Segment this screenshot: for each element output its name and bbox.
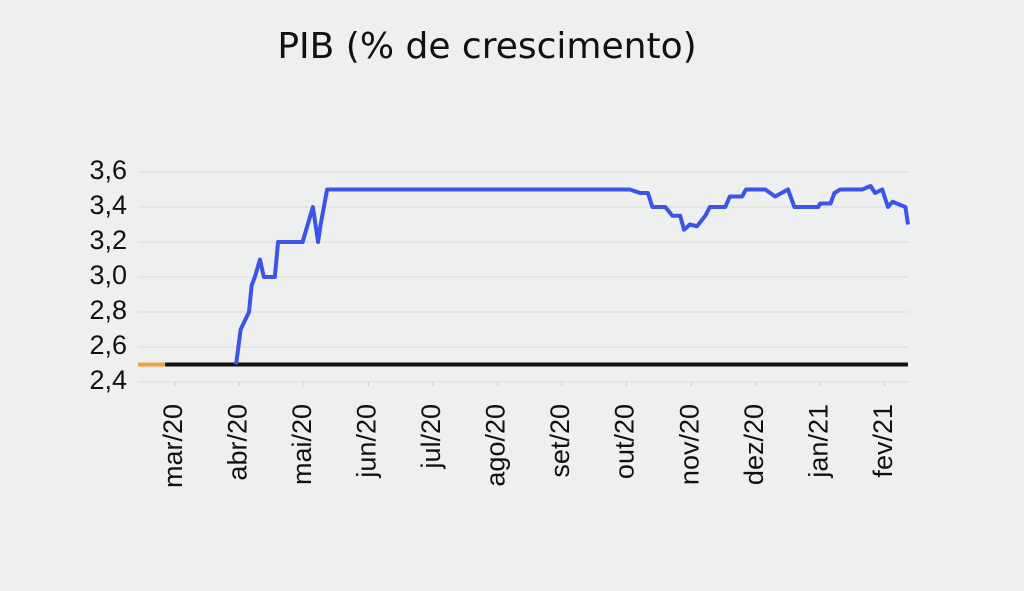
x-tick-label: jul/20: [416, 404, 446, 470]
x-tick-label: set/20: [545, 404, 575, 478]
y-tick-label: 2,6: [89, 330, 127, 360]
y-tick-label: 3,6: [89, 155, 127, 185]
x-tick-label: out/20: [610, 404, 640, 479]
x-tick-label: jan/21: [803, 404, 833, 479]
x-tick-label: jun/20: [352, 404, 382, 479]
x-tick-label: ago/20: [481, 404, 511, 487]
x-tick-label: mai/20: [287, 404, 317, 485]
y-tick-label: 3,4: [89, 190, 127, 220]
line-series: [234, 184, 910, 365]
x-tick-label: dez/20: [739, 404, 769, 485]
y-tick-label: 3,0: [89, 260, 127, 290]
y-tick-label: 3,2: [89, 225, 127, 255]
x-tick-label: mar/20: [158, 404, 188, 488]
x-tick-label: fev/21: [868, 404, 898, 478]
y-tick-label: 2,4: [89, 365, 127, 395]
chart-title: PIB (% de crescimento): [277, 26, 696, 67]
x-tick-label: nov/20: [674, 404, 704, 485]
y-tick-label: 2,8: [89, 295, 127, 325]
x-tick-label: abr/20: [222, 404, 252, 481]
